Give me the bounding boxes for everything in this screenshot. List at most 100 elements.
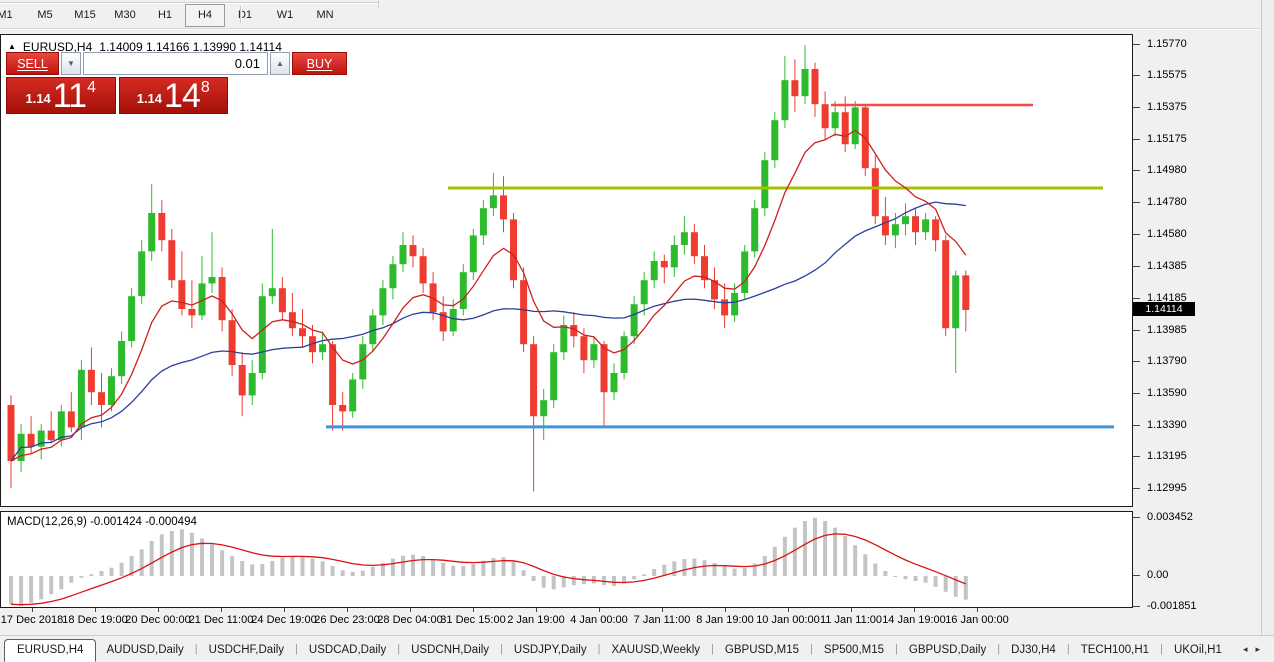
time-axis-tick [473, 608, 474, 612]
price-scale-tick [1133, 488, 1140, 489]
timeframe-button-M5[interactable]: M5 [37, 9, 53, 21]
tab-scroll-left-icon[interactable]: ◂ [1242, 644, 1248, 654]
time-axis-tick [347, 608, 348, 612]
timeframe-button-D1[interactable]: D1 [237, 9, 253, 21]
chart-tab-GBPUSD-M15[interactable]: GBPUSD,M15 [724, 644, 800, 656]
price-scale-label: 1.14580 [1147, 228, 1187, 241]
chart-tab-USDCHF-Daily[interactable]: USDCHF,Daily [208, 644, 285, 656]
chart-tab-TECH100-H1[interactable]: TECH100,H1 [1080, 644, 1150, 656]
time-axis-tick [536, 608, 537, 612]
timeframe-button-W1[interactable]: W1 [276, 9, 294, 21]
macd-scale-tick [1133, 517, 1140, 519]
macd-scale-label: -0.001851 [1147, 599, 1197, 612]
collapse-triangle-icon[interactable]: ▲ [8, 42, 16, 51]
time-axis-label: 10 Jan 00:00 [756, 614, 820, 626]
time-axis-label: 11 Jan 11:00 [820, 614, 882, 626]
timeframe-button-MN[interactable]: MN [316, 9, 334, 21]
chart-tab-SP500-M15[interactable]: SP500,M15 [823, 644, 885, 656]
macd-scale-tick [1133, 605, 1140, 607]
chart-tab-USDJPY-Daily[interactable]: USDJPY,Daily [513, 644, 587, 656]
chart-ohlc-label: 1.14009 1.14166 1.13990 1.14114 [99, 40, 282, 54]
sell-price-prefix: 1.14 [25, 91, 51, 106]
tab-separator: | [295, 643, 298, 655]
chart-tab-USDCNH-Daily[interactable]: USDCNH,Daily [411, 644, 490, 656]
chart-tab-UKOil-H1[interactable]: UKOil,H1 [1173, 644, 1222, 656]
buy-price-big: 14 [164, 77, 201, 115]
price-scale-label: 1.15175 [1147, 133, 1187, 146]
time-axis-label: 24 Dec 19:00 [251, 614, 317, 626]
price-scale-tick [1133, 44, 1140, 45]
volume-input[interactable] [83, 52, 268, 75]
time-axis-label: 18 Dec 19:00 [62, 614, 128, 626]
time-axis-tick [158, 608, 159, 612]
toolbar-groove-end [378, 0, 379, 8]
tab-scroll-arrows: ◂ ▸ [1243, 644, 1274, 661]
timeframe-button-H4[interactable]: H4 [185, 4, 225, 27]
chart-tab-USDCAD-Daily[interactable]: USDCAD,Daily [308, 644, 387, 656]
buy-price-sup: 8 [200, 79, 210, 96]
sell-button[interactable]: SELL [6, 52, 59, 75]
time-axis-tick [95, 608, 96, 612]
macd-scale-tick [1133, 575, 1140, 576]
chart-header: ▲ EURUSD,H4 1.14009 1.14166 1.13990 1.14… [8, 40, 282, 54]
time-axis-tick [662, 608, 663, 612]
chart-tab-GBPUSD-Daily[interactable]: GBPUSD,Daily [908, 644, 987, 656]
price-chart-pane[interactable]: ▲ EURUSD,H4 1.14009 1.14166 1.13990 1.14… [0, 34, 1133, 507]
price-scale-label: 1.14780 [1147, 196, 1187, 209]
timeframe-buttons: M1 M5 M15 M30 H1 H4 D1 W1 MN [0, 4, 345, 27]
sell-price-tile[interactable]: 1.14 11 4 [6, 77, 116, 114]
price-scale-tick [1133, 265, 1140, 267]
macd-indicator-pane[interactable]: MACD(12,26,9) -0.001424 -0.000494 [0, 511, 1133, 608]
timeframe-button-M15[interactable]: M15 [74, 9, 96, 21]
time-axis-label: 7 Jan 11:00 [633, 614, 691, 626]
chart-tab-XAUUSD-Weekly[interactable]: XAUUSD,Weekly [611, 644, 701, 656]
price-scale-label: 1.15375 [1147, 101, 1187, 114]
tab-scroll-right-icon[interactable]: ▸ [1255, 644, 1260, 654]
price-scale-tick [1133, 234, 1140, 236]
timeframe-button-M30[interactable]: M30 [114, 9, 136, 21]
timeframe-button-M1[interactable]: M1 [0, 9, 13, 21]
price-scale-tick [1133, 75, 1140, 77]
time-axis-label: 14 Jan 19:00 [882, 614, 946, 626]
time-axis-tick [410, 608, 411, 612]
time-axis-label: 17 Dec 2018 [0, 614, 64, 626]
price-scale-tick [1133, 139, 1140, 141]
time-axis-tick [32, 608, 33, 612]
time-axis-label: 8 Jan 19:00 [696, 614, 754, 626]
buy-price-tile[interactable]: 1.14 14 8 [118, 77, 228, 115]
chart-tab-AUDUSD-Daily[interactable]: AUDUSD,Daily [106, 644, 184, 656]
tab-separator: | [194, 643, 198, 655]
timeframe-toolbar: M1 M5 M15 M30 H1 H4 D1 W1 MN [0, 0, 1274, 30]
price-scale-label: 1.13390 [1147, 418, 1187, 431]
macd-scale-label: 0.00 [1147, 569, 1169, 581]
chart-tab-bar: EURUSD,H4 AUDUSD,Daily | USDCHF,Daily | USDCA… [0, 635, 1274, 662]
time-axis-tick [914, 608, 915, 612]
time-axis-tick [284, 608, 285, 612]
volume-increase-button[interactable]: ▲ [270, 52, 290, 75]
time-axis-label: 21 Dec 11:00 [188, 614, 254, 626]
tab-separator: | [500, 643, 503, 655]
toolbar-separator [240, 6, 242, 23]
time-axis: 17 Dec 2018 18 Dec 19:00 20 Dec 00:00 21 De… [0, 608, 1133, 634]
time-axis-tick [851, 608, 852, 612]
tab-separator: | [997, 643, 1001, 655]
volume-decrease-button[interactable]: ▼ [61, 52, 81, 75]
chart-symbol-label: EURUSD,H4 [22, 40, 93, 54]
price-scale-tick [1133, 424, 1140, 426]
tab-separator: | [1066, 643, 1070, 655]
price-scale-tick [1133, 202, 1140, 204]
time-axis-tick [221, 608, 222, 612]
price-scale-label: 1.14185 [1147, 291, 1187, 304]
window-right-strip [1261, 0, 1274, 635]
tab-separator: | [810, 643, 813, 655]
timeframe-button-H1[interactable]: H1 [157, 9, 173, 21]
time-axis-label: 16 Jan 00:00 [945, 614, 1009, 626]
price-scale-tick [1133, 360, 1140, 362]
one-click-trade-widget: SELL ▼ ▲ BUY 1.14 11 4 1.14 14 8 [6, 52, 347, 115]
chart-tab-DJ30-H4[interactable]: DJ30,H4 [1011, 644, 1056, 656]
chart-tab-EURUSD-H4[interactable]: EURUSD,H4 [4, 639, 97, 662]
buy-button[interactable]: BUY [292, 52, 347, 75]
price-scale-label: 1.14385 [1147, 259, 1187, 272]
time-axis-tick [977, 608, 978, 612]
